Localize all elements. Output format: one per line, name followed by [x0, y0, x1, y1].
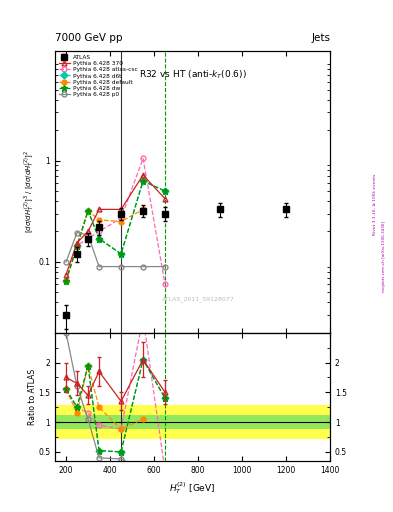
Text: mcplots.cern.ch [arXiv:1306.3436]: mcplots.cern.ch [arXiv:1306.3436] [382, 221, 386, 291]
Line: Pythia 6.428 default: Pythia 6.428 default [64, 207, 145, 283]
Text: 7000 GeV pp: 7000 GeV pp [55, 33, 123, 44]
Pythia 6.428 d6t [141, 178, 145, 184]
Y-axis label: Ratio to ATLAS: Ratio to ATLAS [28, 369, 37, 425]
Pythia 6.428 dw [141, 178, 145, 184]
Pythia 6.428 dw [119, 251, 123, 257]
Pythia 6.428 p0 [141, 264, 145, 270]
Pythia 6.428 default [75, 244, 79, 250]
Line: Pythia 6.428 d6t: Pythia 6.428 d6t [64, 179, 167, 283]
Pythia 6.428 d6t [119, 251, 123, 257]
Pythia 6.428 370 [97, 206, 101, 212]
Pythia 6.428 dw [64, 278, 68, 284]
Text: Rivet 3.1.10, ≥ 100k events: Rivet 3.1.10, ≥ 100k events [373, 174, 377, 236]
Line: Pythia 6.428 atlas-csc: Pythia 6.428 atlas-csc [64, 156, 167, 287]
Pythia 6.428 atlas-csc [75, 243, 79, 249]
Pythia 6.428 dw [86, 208, 90, 214]
Text: ATLAS_2011_S9128077: ATLAS_2011_S9128077 [162, 296, 235, 302]
Pythia 6.428 p0 [97, 264, 101, 270]
Legend: ATLAS, Pythia 6.428 370, Pythia 6.428 atlas-csc, Pythia 6.428 d6t, Pythia 6.428 : ATLAS, Pythia 6.428 370, Pythia 6.428 at… [56, 52, 140, 100]
Pythia 6.428 default [141, 206, 145, 212]
Pythia 6.428 dw [163, 188, 167, 194]
Pythia 6.428 atlas-csc [141, 155, 145, 161]
Pythia 6.428 p0 [75, 229, 79, 236]
Pythia 6.428 atlas-csc [86, 236, 90, 242]
Pythia 6.428 default [64, 278, 68, 284]
Line: Pythia 6.428 dw: Pythia 6.428 dw [63, 178, 168, 284]
Pythia 6.428 370 [141, 172, 145, 178]
Pythia 6.428 370 [75, 240, 79, 246]
Pythia 6.428 370 [86, 228, 90, 234]
Pythia 6.428 d6t [75, 243, 79, 249]
Pythia 6.428 p0 [119, 264, 123, 270]
Pythia 6.428 default [97, 217, 101, 223]
Pythia 6.428 d6t [97, 236, 101, 242]
Pythia 6.428 atlas-csc [119, 215, 123, 221]
Pythia 6.428 p0 [163, 264, 167, 270]
Pythia 6.428 370 [64, 271, 68, 278]
Pythia 6.428 d6t [86, 208, 90, 214]
Pythia 6.428 atlas-csc [163, 282, 167, 288]
Pythia 6.428 atlas-csc [64, 278, 68, 284]
Line: Pythia 6.428 370: Pythia 6.428 370 [64, 173, 167, 277]
X-axis label: $H_T^{(2)}$ [GeV]: $H_T^{(2)}$ [GeV] [169, 480, 216, 496]
Pythia 6.428 dw [75, 243, 79, 249]
Pythia 6.428 atlas-csc [97, 228, 101, 234]
Pythia 6.428 370 [119, 206, 123, 212]
Pythia 6.428 p0 [86, 232, 90, 238]
Pythia 6.428 d6t [64, 278, 68, 284]
Pythia 6.428 default [119, 219, 123, 225]
Pythia 6.428 default [86, 208, 90, 214]
Line: Pythia 6.428 p0: Pythia 6.428 p0 [64, 230, 167, 269]
Pythia 6.428 p0 [64, 259, 68, 265]
Pythia 6.428 d6t [163, 188, 167, 194]
Y-axis label: $[d\sigma/dH_T^{(2)}]^3$ / $[d\sigma/dH_T^{(2)}]^2$: $[d\sigma/dH_T^{(2)}]^3$ / $[d\sigma/dH_… [22, 151, 37, 233]
Pythia 6.428 370 [163, 196, 167, 202]
Text: Jets: Jets [311, 33, 330, 44]
Text: R32 vs HT (anti-$k_T$(0.6)): R32 vs HT (anti-$k_T$(0.6)) [139, 68, 246, 80]
Pythia 6.428 dw [97, 236, 101, 242]
